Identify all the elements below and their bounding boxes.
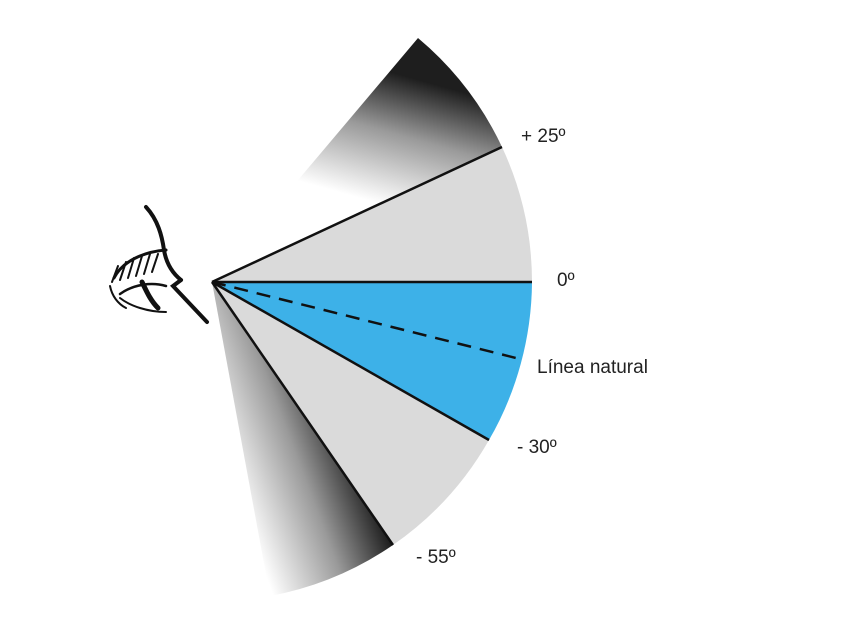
plus-25-label: + 25º bbox=[521, 126, 566, 147]
natural-line bbox=[211, 280, 525, 362]
minus-55-line bbox=[210, 281, 395, 546]
eye-icon bbox=[109, 205, 209, 324]
plus-25-line bbox=[211, 145, 503, 284]
minus-30-line bbox=[211, 280, 490, 442]
upper-gradient-sector bbox=[212, 38, 502, 282]
lower-gradient-sector bbox=[212, 282, 393, 596]
minus-30-label: - 30º bbox=[517, 437, 557, 458]
lower-acceptable-sector bbox=[212, 282, 489, 545]
upper-acceptable-sector bbox=[212, 147, 532, 282]
minus-55-label: - 55º bbox=[416, 547, 456, 568]
optimal-sector bbox=[212, 282, 532, 440]
natural-line-label: Línea natural bbox=[537, 357, 648, 378]
zero-label: 0º bbox=[557, 270, 575, 291]
